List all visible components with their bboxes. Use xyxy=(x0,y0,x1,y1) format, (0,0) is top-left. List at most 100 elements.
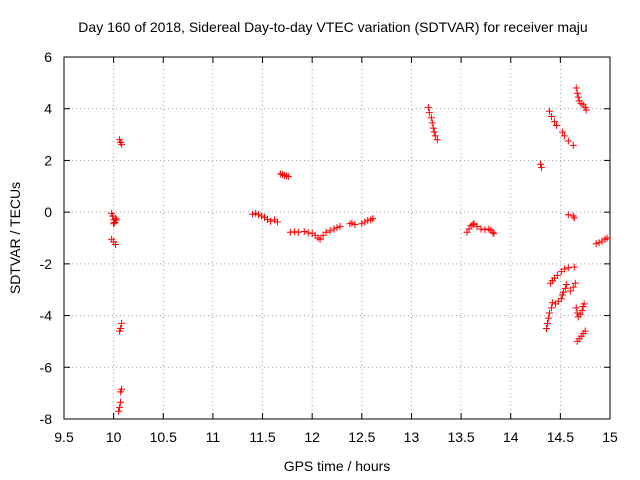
data-point xyxy=(322,228,330,236)
data-point xyxy=(252,209,260,217)
data-point xyxy=(249,210,257,218)
data-point xyxy=(545,309,553,317)
data-point xyxy=(569,283,577,291)
data-point xyxy=(255,211,263,219)
data-point xyxy=(424,103,432,111)
data-point xyxy=(570,263,578,271)
data-point xyxy=(112,240,120,248)
data-point xyxy=(489,228,497,236)
data-point xyxy=(258,212,266,220)
data-point xyxy=(543,319,551,327)
data-point xyxy=(428,119,436,127)
data-point xyxy=(336,222,344,230)
data-point xyxy=(319,231,327,239)
data-point xyxy=(545,107,553,115)
data-point xyxy=(304,229,312,237)
data-point xyxy=(564,264,572,272)
data-point xyxy=(561,284,569,292)
x-axis-label: GPS time / hours xyxy=(284,458,391,474)
data-point xyxy=(264,215,272,223)
data-point xyxy=(118,140,126,148)
data-point xyxy=(425,109,433,117)
data-point xyxy=(603,234,611,242)
data-point xyxy=(490,229,498,237)
data-point xyxy=(481,226,489,234)
chart-title: Day 160 of 2018, Sidereal Day-to-day VTE… xyxy=(78,19,587,35)
y-tick-label: -6 xyxy=(40,359,53,375)
x-tick-label: 12.5 xyxy=(348,429,375,445)
data-point xyxy=(473,222,481,230)
data-point xyxy=(573,309,581,317)
grid-lines xyxy=(64,57,610,419)
data-point xyxy=(542,325,550,332)
data-point xyxy=(580,300,588,308)
y-tick-label: 6 xyxy=(44,49,52,65)
data-point xyxy=(294,228,302,236)
x-tick-label: 13 xyxy=(404,429,420,445)
y-axis-label: SDTVAR / TECUs xyxy=(7,182,23,294)
y-tick-label: -2 xyxy=(40,256,53,272)
y-tick-label: 0 xyxy=(44,204,52,220)
data-point xyxy=(348,219,356,227)
x-tick-label: 12 xyxy=(304,429,320,445)
data-point xyxy=(116,403,124,411)
data-point xyxy=(560,265,568,273)
data-point xyxy=(562,281,570,289)
data-point xyxy=(112,215,120,223)
data-point xyxy=(574,93,582,101)
data-point xyxy=(537,160,545,168)
x-tick-label: 9.5 xyxy=(54,429,74,445)
data-point xyxy=(576,310,584,318)
x-tick-label: 14.5 xyxy=(547,429,574,445)
x-tick-label: 10 xyxy=(106,429,122,445)
axis-ticks xyxy=(63,56,611,420)
data-point xyxy=(351,221,359,229)
data-point xyxy=(559,288,567,296)
data-point xyxy=(316,235,324,243)
y-tick-labels: -8 -6 -4 -2 0 2 4 6 xyxy=(40,49,53,427)
data-point xyxy=(547,304,555,312)
plot-frame xyxy=(63,56,611,420)
data-point xyxy=(560,132,568,140)
y-tick-label: 4 xyxy=(44,101,52,117)
data-point xyxy=(548,299,556,307)
data-point xyxy=(572,84,580,92)
data-point xyxy=(581,327,589,335)
x-tick-label: 10.5 xyxy=(150,429,177,445)
data-point xyxy=(595,239,603,247)
data-point xyxy=(358,220,366,228)
data-point xyxy=(538,164,546,172)
data-point xyxy=(570,214,578,222)
data-point xyxy=(117,398,125,406)
x-tick-label: 11 xyxy=(206,429,221,445)
data-point xyxy=(361,218,369,226)
data-point xyxy=(115,407,123,415)
data-point xyxy=(427,114,435,122)
data-point xyxy=(564,211,572,219)
data-point xyxy=(571,279,579,287)
data-points xyxy=(108,84,611,415)
x-tick-label: 11.5 xyxy=(249,429,275,445)
data-point xyxy=(110,220,118,228)
x-tick-label: 14 xyxy=(503,429,519,445)
data-point xyxy=(547,112,555,120)
data-point xyxy=(578,306,586,314)
data-point xyxy=(300,228,308,236)
data-point xyxy=(598,237,606,245)
data-point xyxy=(544,314,552,322)
data-point xyxy=(564,137,572,145)
data-point xyxy=(118,385,126,393)
data-point xyxy=(266,217,274,225)
data-point xyxy=(286,228,294,236)
data-point xyxy=(569,141,577,149)
data-point xyxy=(113,216,121,224)
data-point xyxy=(566,287,574,295)
data-point xyxy=(582,106,590,114)
x-tick-label: 13.5 xyxy=(447,429,474,445)
data-point xyxy=(364,216,372,224)
data-point xyxy=(552,122,560,130)
data-point xyxy=(431,132,439,140)
data-point xyxy=(333,224,341,232)
data-point xyxy=(284,172,292,180)
